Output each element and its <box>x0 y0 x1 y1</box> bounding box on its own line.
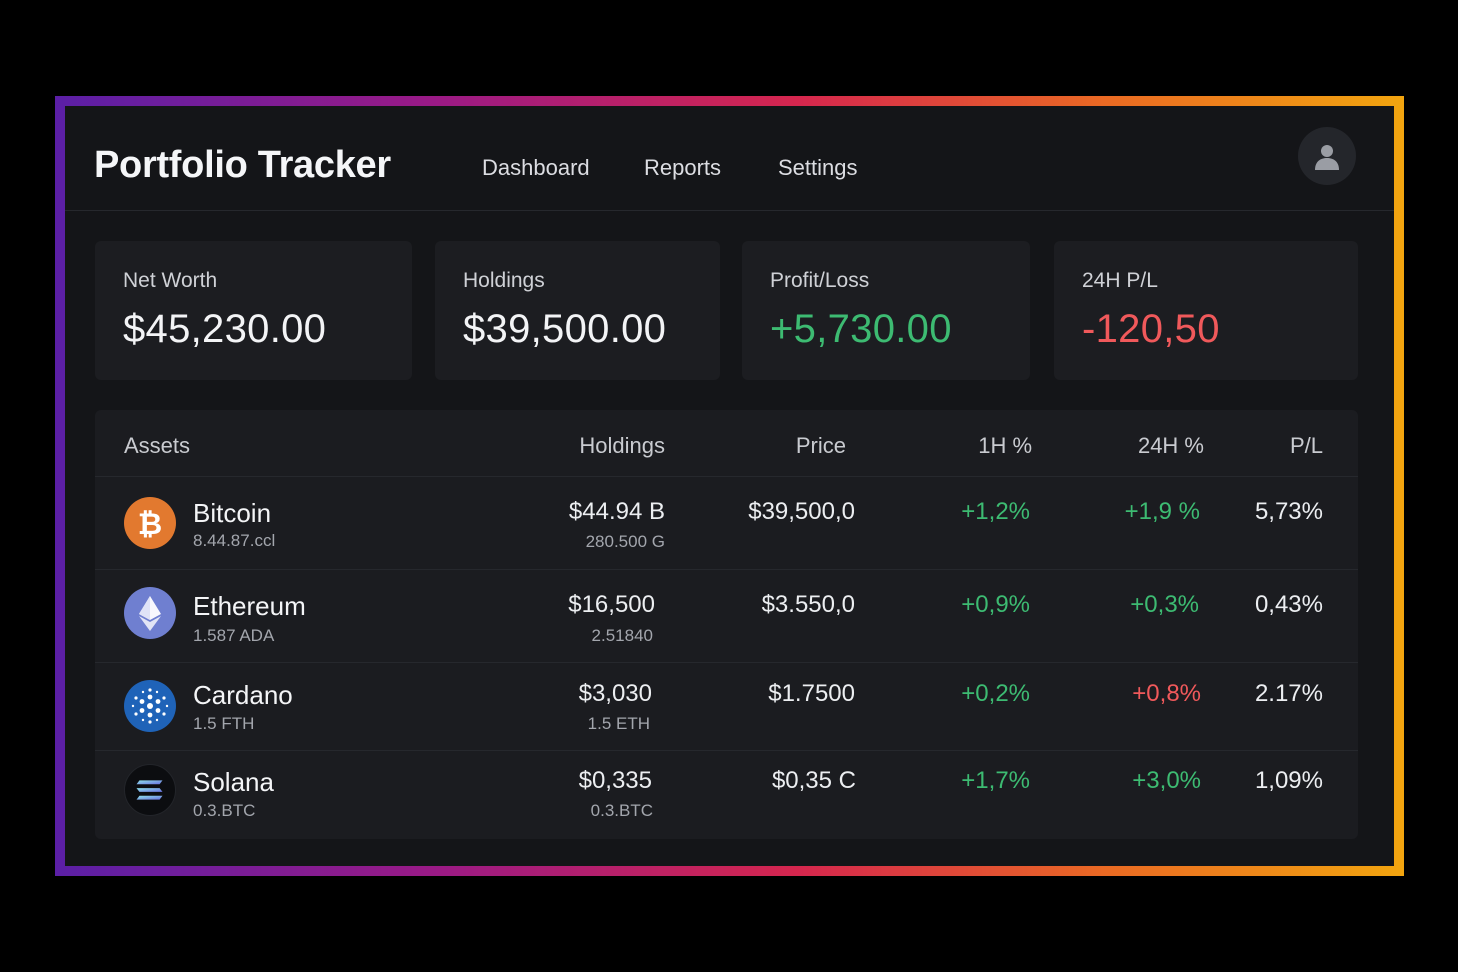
nav-dashboard[interactable]: Dashboard <box>482 155 590 180</box>
holdings-sub: 0.3.BTC <box>590 801 653 820</box>
asset-name: Bitcoin <box>193 498 272 528</box>
holdings-value: $44.94 B <box>568 498 665 525</box>
card-value: $39,500.00 <box>463 307 667 351</box>
table-row[interactable]: Ethereum 1.587 ADA $16,500 2.51840 $3.55… <box>95 570 1358 663</box>
card-label: Net Worth <box>123 269 218 292</box>
change-24h: +1,9 % <box>1124 498 1200 525</box>
change-1h: +1,7% <box>961 767 1030 794</box>
avatar-button[interactable] <box>1298 127 1356 185</box>
card-value: -120,50 <box>1082 307 1220 351</box>
holdings-sub: 280.500 G <box>585 532 665 551</box>
pl-value: 1,09% <box>1254 767 1323 794</box>
assets-table: Assets Holdings Price 1H % 24H % P/L ₿ B… <box>95 410 1358 839</box>
top-bar: Portfolio Tracker Dashboard Reports Sett… <box>65 106 1394 211</box>
price-value: $0,35 C <box>771 767 856 794</box>
header-holdings[interactable]: Holdings <box>579 433 665 458</box>
asset-name: Cardano <box>193 680 293 710</box>
holdings-value: $0,335 <box>578 767 652 794</box>
cardano-icon <box>124 680 176 732</box>
table-row[interactable]: ₿ Bitcoin 8.44.87.ccl $44.94 B 280.500 G… <box>95 477 1358 570</box>
nav-reports[interactable]: Reports <box>644 155 722 180</box>
asset-name: Solana <box>193 767 274 797</box>
change-24h: +0,3% <box>1130 591 1199 618</box>
card-label: Profit/Loss <box>770 269 870 292</box>
pl-value: 0,43% <box>1254 591 1323 618</box>
ethereum-icon <box>124 587 176 639</box>
card-label: 24H P/L <box>1082 269 1158 292</box>
header-price[interactable]: Price <box>795 433 846 458</box>
holdings-value: $16,500 <box>568 591 655 618</box>
change-1h: +1,2% <box>961 498 1030 525</box>
holdings-sub: 1.5 ETH <box>587 714 650 733</box>
price-value: $3.550,0 <box>761 591 855 618</box>
header-assets[interactable]: Assets <box>124 433 191 458</box>
summary-card-net-worth: Net Worth $45,230.00 <box>95 241 412 380</box>
card-value: $45,230.00 <box>123 307 327 351</box>
asset-sub: 1.5 FTH <box>193 714 255 733</box>
solana-icon <box>124 764 176 816</box>
nav-settings[interactable]: Settings <box>778 155 858 180</box>
holdings-sub: 2.51840 <box>591 626 653 645</box>
card-label: Holdings <box>463 269 545 292</box>
price-value: $39,500,0 <box>748 498 855 525</box>
table-row[interactable]: Cardano 1.5 FTH $3,030 1.5 ETH $1.7500 +… <box>95 663 1358 751</box>
summary-card-profit-loss: Profit/Loss +5,730.00 <box>742 241 1030 380</box>
asset-sub: 0.3.BTC <box>193 801 256 820</box>
change-1h: +0,2% <box>961 680 1030 707</box>
holdings-value: $3,030 <box>578 680 652 707</box>
asset-sub: 8.44.87.ccl <box>193 531 276 550</box>
svg-text:₿: ₿ <box>138 507 162 542</box>
asset-name: Ethereum <box>193 591 306 621</box>
asset-sub: 1.587 ADA <box>193 626 275 645</box>
change-24h: +0,8% <box>1132 680 1201 707</box>
card-value: +5,730.00 <box>770 307 952 351</box>
bitcoin-icon: ₿ <box>124 497 176 549</box>
user-icon <box>1315 145 1339 170</box>
summary-card-holdings: Holdings $39,500.00 <box>435 241 720 380</box>
header-pl[interactable]: P/L <box>1289 433 1323 458</box>
header-24h[interactable]: 24H % <box>1137 433 1204 458</box>
pl-value: 2.17% <box>1254 680 1323 707</box>
app-window: Portfolio Tracker Dashboard Reports Sett… <box>65 106 1394 866</box>
price-value: $1.7500 <box>768 680 855 707</box>
change-1h: +0,9% <box>961 591 1030 618</box>
pl-value: 5,73% <box>1254 498 1323 525</box>
table-row[interactable]: Solana 0.3.BTC $0,335 0.3.BTC $0,35 C +1… <box>95 751 1358 839</box>
change-24h: +3,0% <box>1132 767 1201 794</box>
table-header: Assets Holdings Price 1H % 24H % P/L <box>95 410 1358 477</box>
gradient-frame: Portfolio Tracker Dashboard Reports Sett… <box>55 96 1404 876</box>
summary-card-24h-pl: 24H P/L -120,50 <box>1054 241 1358 380</box>
app-title: Portfolio Tracker <box>94 144 391 186</box>
header-1h[interactable]: 1H % <box>978 433 1032 458</box>
